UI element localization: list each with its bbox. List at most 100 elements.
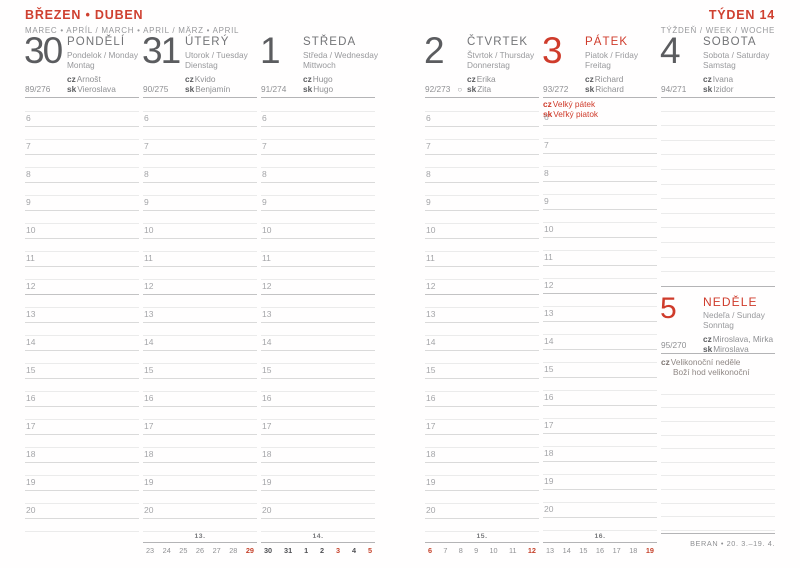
- day-header: 30 PONDĚLÍ Pondelok / Monday Montag czAr…: [24, 32, 139, 98]
- hour-row: 19: [425, 476, 539, 504]
- hour-line: [25, 462, 139, 463]
- sunday-header: 5 NEDĚLE Nedeľa / Sunday Sonntag czMiros…: [660, 287, 775, 354]
- nameday-sk: skIzidor: [703, 84, 734, 94]
- mini-day: 6: [428, 546, 433, 555]
- mini-day: 10: [489, 546, 498, 555]
- hour-row: 13: [543, 307, 657, 335]
- saturday-note-lines: [661, 97, 775, 287]
- hour-label: 17: [426, 421, 436, 431]
- hour-label: 10: [26, 225, 36, 235]
- note-line: [661, 185, 775, 200]
- mini-day: 1: [304, 546, 309, 555]
- holiday-note-easter-sunday: czVelikonoční neděle Boží hod velikonočn…: [661, 357, 750, 377]
- mini-day: 15: [579, 546, 588, 555]
- hour-label: 20: [426, 505, 436, 515]
- sunday-note-lines: [661, 381, 775, 532]
- note-line: [661, 155, 775, 171]
- hour-line: [143, 294, 257, 295]
- hour-row: 8: [143, 168, 257, 196]
- hour-row: 14: [261, 336, 375, 364]
- hour-label: 10: [262, 225, 272, 235]
- hour-label: 19: [26, 477, 36, 487]
- mini-week-days: 6 7 8 9 10 11 12: [425, 543, 539, 555]
- day-of-year: 90/275: [143, 84, 169, 94]
- hour-label: 9: [26, 197, 31, 207]
- day-name-alt2: Freitag: [585, 59, 611, 70]
- mini-calendar-week-14: 14. 30 31 1 2 3 4 5: [261, 533, 375, 555]
- hour-line: [543, 293, 657, 294]
- week-subtitle: TÝŽDEŇ / WEEK / WOCHE: [660, 26, 775, 35]
- hour-row: 7: [543, 139, 657, 167]
- mini-week-label: 13.: [143, 533, 257, 543]
- mini-day: 5: [367, 546, 372, 555]
- hour-row: 13: [25, 308, 139, 336]
- cz-label: cz: [185, 74, 194, 84]
- sk-label: sk: [185, 84, 195, 94]
- day-name-alt2: Samstag: [703, 59, 736, 70]
- hour-row: 8: [25, 168, 139, 196]
- hour-line: [25, 490, 139, 491]
- hour-row: 16: [261, 392, 375, 420]
- day-name: PÁTEK: [585, 36, 629, 48]
- note-line: [661, 476, 775, 491]
- hour-row: 18: [261, 448, 375, 476]
- cz-label: cz: [467, 74, 476, 84]
- hour-label: 12: [544, 280, 554, 290]
- hour-line: [261, 518, 375, 519]
- nameday-cz: czHugo: [303, 74, 333, 84]
- sk-label: sk: [703, 344, 713, 354]
- hour-row: 20: [425, 504, 539, 532]
- hour-row: 18: [25, 448, 139, 476]
- day-name-alt2: Donnerstag: [467, 59, 510, 70]
- hour-line: [25, 210, 139, 211]
- hour-row: 10: [543, 223, 657, 251]
- hour-label: 11: [26, 253, 35, 263]
- hour-label: 20: [144, 505, 154, 515]
- mini-day: 13: [546, 546, 555, 555]
- hour-line: [143, 322, 257, 323]
- hour-line: [25, 406, 139, 407]
- hour-label: 9: [144, 197, 149, 207]
- day-header: 1 STŘEDA Středa / Wednesday Mittwoch czH…: [260, 32, 378, 98]
- note-line: [661, 214, 775, 229]
- hour-row: 15: [425, 364, 539, 392]
- hour-label: 6: [144, 113, 149, 123]
- hour-line: [143, 434, 257, 435]
- hour-label: 14: [26, 337, 36, 347]
- nameday-sk: skVieroslava: [67, 84, 116, 94]
- hour-row: 18: [143, 448, 257, 476]
- hour-label: 16: [144, 393, 154, 403]
- hour-label: 10: [144, 225, 154, 235]
- hour-line: [425, 462, 539, 463]
- hour-line: [425, 378, 539, 379]
- hour-line: [425, 322, 539, 323]
- mini-week-days: 13 14 15 16 17 18 19: [543, 543, 657, 555]
- hour-label: 12: [426, 281, 436, 291]
- hour-label: 11: [544, 252, 553, 262]
- hour-row: 17: [25, 420, 139, 448]
- nameday-cz: czRichard: [585, 74, 624, 84]
- hour-line: [543, 153, 657, 154]
- hour-row: 9: [25, 196, 139, 224]
- hour-row: 10: [261, 224, 375, 252]
- hour-grid: 6 7 8 9 10 11 12 13 14 15 16 17 18 19 20: [25, 97, 139, 532]
- hour-grid: 6 7 8 9 10 11 12 13 14 15 16 17 18 19 20: [143, 97, 257, 532]
- hour-line: [143, 182, 257, 183]
- day-name-alt2: Montag: [67, 59, 95, 70]
- day-header: 4 SOBOTA Sobota / Saturday Samstag czIva…: [660, 32, 775, 98]
- blank-line: [425, 97, 539, 112]
- hour-row: 20: [143, 504, 257, 532]
- hour-row: 15: [25, 364, 139, 392]
- day-name-alt2: Sonntag: [703, 319, 734, 330]
- hour-line: [425, 154, 539, 155]
- hour-line: [143, 490, 257, 491]
- mini-day: 28: [229, 546, 238, 555]
- hour-line: [25, 126, 139, 127]
- hour-line: [25, 238, 139, 239]
- hour-row: 10: [25, 224, 139, 252]
- nameday-cz: czIvana: [703, 74, 734, 84]
- hour-line: [143, 210, 257, 211]
- mini-day: 3: [336, 546, 341, 555]
- hour-row: 8: [261, 168, 375, 196]
